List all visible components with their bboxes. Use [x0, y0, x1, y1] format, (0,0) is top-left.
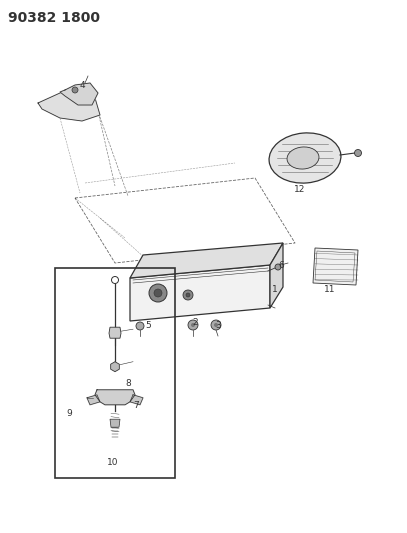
- Text: 7: 7: [133, 400, 139, 409]
- Circle shape: [186, 293, 190, 297]
- Circle shape: [354, 149, 361, 157]
- Bar: [55, 268, 175, 478]
- Polygon shape: [87, 395, 100, 405]
- Text: 6: 6: [278, 261, 284, 270]
- Ellipse shape: [269, 133, 341, 183]
- Text: 10: 10: [107, 458, 119, 467]
- Text: 11: 11: [324, 285, 336, 294]
- Circle shape: [72, 87, 78, 93]
- Circle shape: [214, 323, 218, 327]
- Polygon shape: [109, 327, 121, 338]
- Circle shape: [188, 320, 198, 330]
- Text: 90382 1800: 90382 1800: [8, 11, 100, 25]
- Polygon shape: [130, 243, 283, 278]
- Text: 3: 3: [215, 321, 221, 330]
- Text: 1: 1: [272, 286, 278, 295]
- Polygon shape: [313, 248, 358, 285]
- Polygon shape: [270, 243, 283, 308]
- Polygon shape: [38, 90, 100, 121]
- Circle shape: [191, 323, 195, 327]
- Text: 5: 5: [145, 321, 151, 330]
- Ellipse shape: [287, 147, 319, 169]
- Circle shape: [136, 322, 144, 330]
- Text: 4: 4: [79, 81, 85, 90]
- Circle shape: [149, 284, 167, 302]
- Polygon shape: [130, 395, 143, 405]
- Polygon shape: [95, 390, 135, 405]
- Circle shape: [211, 320, 221, 330]
- Circle shape: [183, 290, 193, 300]
- Text: 9: 9: [66, 408, 72, 417]
- Circle shape: [275, 264, 281, 270]
- Text: 8: 8: [125, 378, 131, 387]
- Circle shape: [154, 289, 162, 297]
- Polygon shape: [130, 265, 270, 321]
- Polygon shape: [110, 419, 120, 427]
- Text: 12: 12: [294, 185, 306, 194]
- Circle shape: [112, 277, 118, 284]
- Polygon shape: [60, 83, 98, 105]
- Text: 2: 2: [192, 318, 198, 327]
